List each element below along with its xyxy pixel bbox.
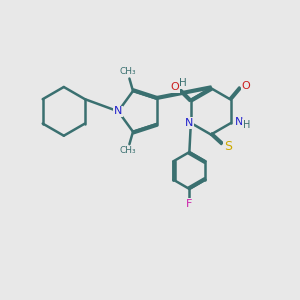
Text: F: F	[186, 199, 193, 209]
Text: O: O	[171, 82, 179, 92]
Text: S: S	[224, 140, 232, 153]
Text: O: O	[242, 81, 250, 92]
Text: CH₃: CH₃	[120, 68, 136, 76]
Text: H: H	[178, 78, 186, 88]
Text: N: N	[185, 118, 194, 128]
Text: N: N	[114, 106, 122, 116]
Text: CH₃: CH₃	[120, 146, 136, 155]
Text: H: H	[243, 120, 250, 130]
Text: N: N	[235, 117, 244, 127]
